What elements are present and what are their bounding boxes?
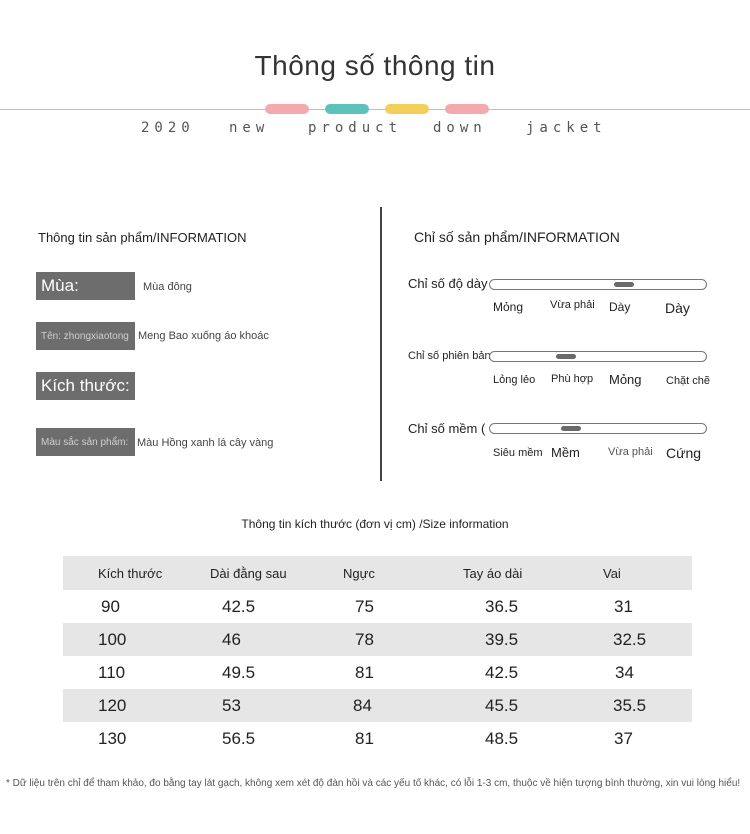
cell-shoulder: 35.5	[613, 695, 647, 715]
cell-size: 90	[101, 596, 120, 616]
cell-back-length: 56.5	[222, 728, 256, 748]
cell-size: 100	[98, 629, 127, 649]
fit-index-track	[489, 351, 707, 362]
table-row: 90 42.5 75 36.5 31	[63, 590, 692, 623]
thickness-index-label: Chỉ số độ dày	[408, 276, 488, 291]
softness-option-soft: Mềm	[551, 445, 580, 460]
cell-back-length: 49.5	[222, 662, 256, 682]
header-sleeve-length: Tay áo dài	[463, 565, 523, 581]
name-label: Tên: zhongxiaotong	[36, 322, 135, 350]
fit-option-tight: Chặt chẽ	[666, 375, 711, 387]
cell-sleeve-length: 48.5	[485, 728, 519, 748]
page-title: Thông số thông tin	[254, 50, 496, 81]
cell-back-length: 53	[222, 695, 241, 715]
softness-option-hard: Cứng	[666, 445, 702, 461]
fit-index-marker	[556, 354, 576, 359]
pill-pink-2	[445, 104, 489, 114]
cell-shoulder: 31	[614, 596, 633, 616]
softness-option-medium: Vừa phải	[608, 446, 653, 458]
header-size: Kích thước	[98, 565, 163, 581]
cell-size: 110	[98, 662, 126, 682]
thickness-option-thick-2: Dày	[665, 300, 690, 316]
cell-shoulder: 37	[614, 728, 633, 748]
softness-index-label: Chỉ số mềm (	[408, 421, 486, 436]
product-info-heading: Thông tin sản phẩm/INFORMATION	[38, 230, 247, 245]
header-shoulder: Vai	[603, 565, 621, 581]
color-value: Màu Hồng xanh lá cây vàng	[137, 437, 274, 449]
cell-back-length: 42.5	[222, 596, 256, 616]
header-chest: Ngực	[343, 565, 375, 581]
subtitle-word-year: 2020	[141, 120, 195, 136]
thickness-index-track	[489, 279, 707, 290]
cell-sleeve-length: 39.5	[485, 629, 519, 649]
table-row: 130 56.5 81 48.5 37	[63, 722, 692, 755]
color-label: Màu sắc sản phẩm:	[36, 428, 135, 456]
table-header-row: Kích thước Dài đằng sau Ngực Tay áo dài …	[63, 556, 692, 590]
subtitle-word-down: down	[433, 120, 487, 136]
season-value: Mùa đông	[143, 281, 192, 293]
fit-option-loose: Lỏng lẻo	[493, 374, 536, 386]
fit-option-slim: Mỏng	[609, 372, 642, 387]
header-divider	[0, 109, 750, 110]
size-table: Kích thước Dài đằng sau Ngực Tay áo dài …	[63, 556, 692, 755]
cell-chest: 84	[353, 695, 372, 715]
name-value: Meng Bao xuống áo khoác	[138, 330, 269, 342]
thickness-option-thin: Mỏng	[493, 300, 524, 314]
cell-size: 130	[98, 728, 127, 748]
season-label: Mùa:	[36, 272, 135, 300]
pill-yellow	[385, 104, 429, 114]
cell-chest: 81	[355, 662, 374, 682]
size-table-title: Thông tin kích thước (đơn vị cm) /Size i…	[241, 517, 509, 531]
subtitle-word-new: new	[229, 120, 270, 136]
pill-pink	[265, 104, 309, 114]
fit-index-label: Chỉ số phiên bản	[408, 350, 491, 362]
size-label: Kích thước:	[36, 372, 135, 400]
fit-option-regular: Phù hợp	[551, 373, 594, 385]
footnote: * Dữ liệu trên chỉ để tham khảo, đo bằng…	[6, 778, 741, 789]
table-row: 120 53 84 45.5 35.5	[63, 689, 692, 722]
pill-teal	[325, 104, 369, 114]
thickness-index-marker	[614, 282, 634, 287]
cell-shoulder: 34	[615, 662, 634, 682]
cell-sleeve-length: 45.5	[485, 695, 519, 715]
table-row: 100 46 78 39.5 32.5	[63, 623, 692, 656]
cell-chest: 75	[355, 596, 374, 616]
softness-option-very-soft: Siêu mềm	[493, 447, 543, 459]
table-row: 110 49.5 81 42.5 34	[63, 656, 692, 689]
cell-chest: 78	[355, 629, 374, 649]
header-back-length: Dài đằng sau	[210, 565, 287, 581]
product-index-heading: Chỉ số sản phẩm/INFORMATION	[414, 229, 620, 245]
softness-index-marker	[561, 426, 581, 431]
thickness-option-medium: Vừa phải	[550, 299, 595, 311]
softness-index-track	[489, 423, 707, 434]
cell-sleeve-length: 42.5	[485, 662, 519, 682]
cell-shoulder: 32.5	[613, 629, 647, 649]
subtitle-word-jacket: jacket	[526, 120, 607, 136]
cell-sleeve-length: 36.5	[485, 596, 519, 616]
cell-back-length: 46	[222, 629, 241, 649]
column-divider	[380, 207, 382, 481]
thickness-option-thick: Dày	[609, 300, 631, 314]
cell-size: 120	[98, 695, 127, 715]
subtitle-word-product: product	[308, 120, 403, 136]
cell-chest: 81	[355, 728, 374, 748]
